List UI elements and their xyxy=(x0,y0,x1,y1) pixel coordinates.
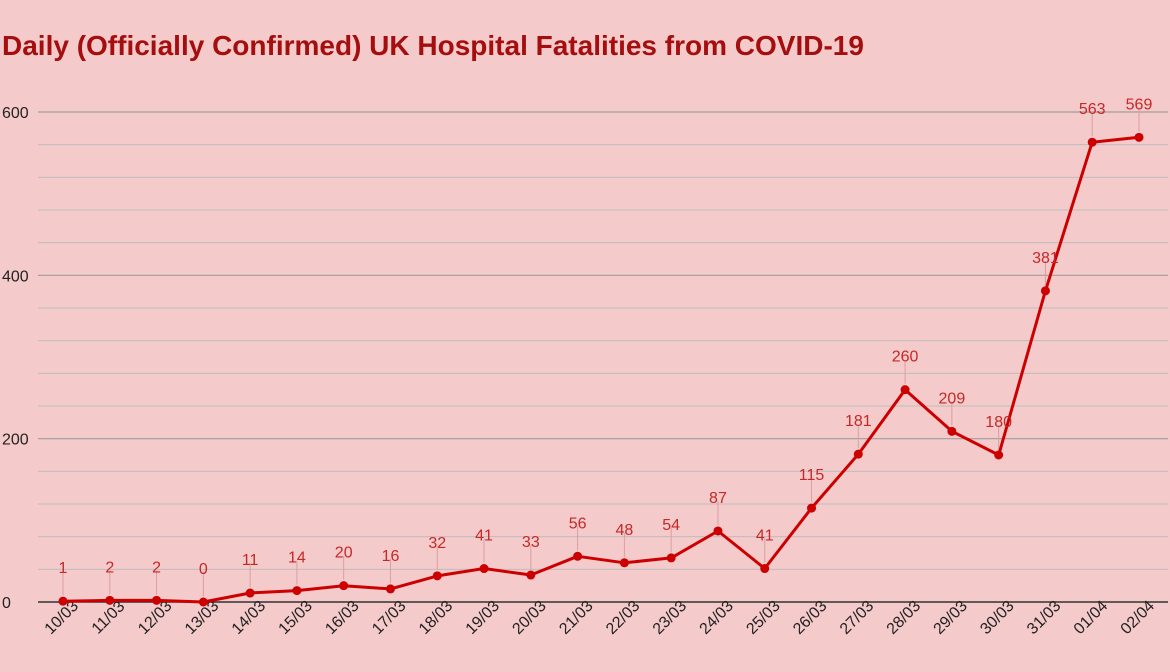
data-point xyxy=(339,581,349,591)
data-label: 20 xyxy=(335,545,353,562)
x-tick-label: 27/03 xyxy=(837,598,877,638)
x-tick-label: 15/03 xyxy=(276,598,316,638)
data-label: 32 xyxy=(428,535,446,552)
data-label: 260 xyxy=(892,349,919,366)
grid-layer xyxy=(38,111,1168,570)
series-line xyxy=(61,135,1141,604)
data-label: 33 xyxy=(522,534,540,551)
x-tick-label: 18/03 xyxy=(416,598,456,638)
data-point xyxy=(152,595,162,605)
data-label: 14 xyxy=(288,550,306,567)
data-label: 1 xyxy=(59,560,68,577)
data-label: 209 xyxy=(939,390,966,407)
x-tick-label: 21/03 xyxy=(556,598,596,638)
data-point xyxy=(245,588,255,598)
data-point xyxy=(526,570,536,580)
x-tick-label: 22/03 xyxy=(603,598,643,638)
data-label: 11 xyxy=(242,552,259,569)
x-tick-label: 29/03 xyxy=(931,598,971,638)
x-tick-label: 17/03 xyxy=(369,598,409,638)
data-point xyxy=(105,595,115,605)
data-point xyxy=(994,450,1004,460)
data-label: 48 xyxy=(615,522,633,539)
data-label: 181 xyxy=(845,413,872,430)
data-point xyxy=(1134,132,1144,142)
data-label: 381 xyxy=(1032,250,1059,267)
y-tick-label: 0 xyxy=(2,595,11,612)
data-label: 56 xyxy=(569,515,587,532)
x-tick-label: 31/03 xyxy=(1024,598,1064,638)
data-point xyxy=(573,551,583,561)
x-tick-label: 02/04 xyxy=(1118,598,1158,638)
data-label: 569 xyxy=(1126,96,1153,113)
data-point xyxy=(853,449,863,459)
chart-title: Daily (Officially Confirmed) UK Hospital… xyxy=(2,30,864,61)
data-point xyxy=(900,385,910,395)
data-label: 2 xyxy=(105,559,114,576)
data-label: 41 xyxy=(475,528,493,545)
data-point xyxy=(1087,137,1097,147)
data-label: 563 xyxy=(1079,101,1106,118)
y-tick-label: 200 xyxy=(2,432,29,449)
data-point xyxy=(292,586,302,596)
x-tick-label: 23/03 xyxy=(650,598,690,638)
x-tick-label: 25/03 xyxy=(743,598,783,638)
data-point xyxy=(1040,286,1050,296)
x-tick-label: 28/03 xyxy=(884,598,924,638)
y-tick-label: 600 xyxy=(2,105,29,122)
data-point xyxy=(619,558,629,568)
data-label: 115 xyxy=(799,467,825,484)
data-point xyxy=(385,584,395,594)
x-tick-label: 14/03 xyxy=(229,598,269,638)
data-label: 87 xyxy=(709,490,727,507)
data-point xyxy=(807,503,817,513)
data-label: 180 xyxy=(985,414,1012,431)
data-point xyxy=(198,597,208,607)
x-tick-label: 24/03 xyxy=(697,598,737,638)
data-label: 41 xyxy=(756,528,774,545)
series-layer xyxy=(58,132,1144,607)
x-tick-label: 20/03 xyxy=(509,598,549,638)
leader-layer xyxy=(62,107,1140,596)
x-tick-label: 26/03 xyxy=(790,598,830,638)
data-point xyxy=(666,553,676,563)
y-tick-label: 400 xyxy=(2,268,29,285)
data-point xyxy=(713,526,723,536)
data-label: 16 xyxy=(382,548,400,565)
data-label: 2 xyxy=(152,559,161,576)
x-tick-label: 30/03 xyxy=(977,598,1017,638)
data-label: 0 xyxy=(199,561,208,578)
x-tick-label: 19/03 xyxy=(463,598,503,638)
data-point xyxy=(58,596,68,606)
data-point xyxy=(432,571,442,581)
x-tick-label: 01/04 xyxy=(1071,598,1111,638)
data-point xyxy=(479,564,489,574)
data-point xyxy=(760,564,770,574)
data-point xyxy=(947,426,957,436)
x-tick-label: 16/03 xyxy=(322,598,362,638)
data-label: 54 xyxy=(662,517,680,534)
